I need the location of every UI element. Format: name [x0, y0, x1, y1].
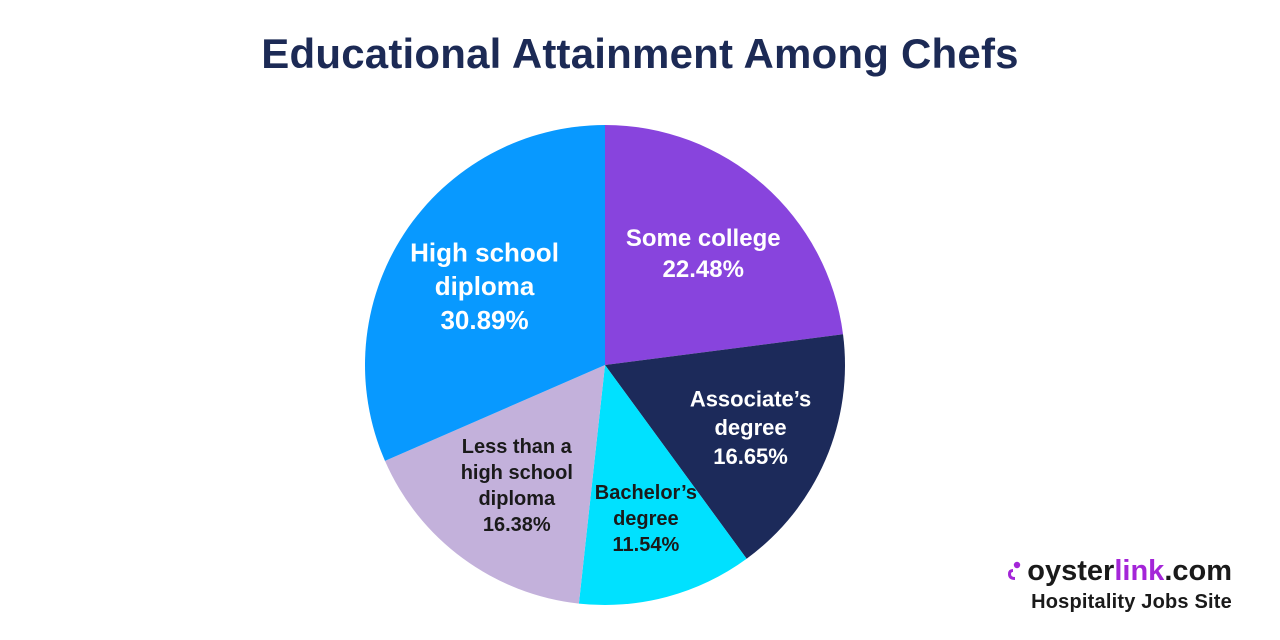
- pie-slice: [365, 125, 605, 461]
- slice-value-label: 22.48%: [663, 256, 744, 283]
- slice-label: Associate’s degree 16.65%: [690, 387, 811, 469]
- slice-label: Less than a high school diploma 16.38%: [461, 436, 573, 536]
- slice-value-label: 16.38%: [483, 514, 551, 536]
- slice-value-label: 11.54%: [613, 534, 680, 556]
- slice-category-label: Less than a: [462, 436, 573, 458]
- brand-name-main: oyster: [1027, 555, 1115, 587]
- slice-category-label: diploma: [478, 488, 556, 510]
- pie-slices: [365, 125, 845, 605]
- slice-category-label: degree: [613, 508, 679, 530]
- brand-name-accent: link: [1114, 555, 1165, 587]
- pie-slice: [605, 125, 844, 365]
- slice-category-label: high school: [461, 462, 573, 484]
- brand-name: oyster link .com: [972, 553, 1232, 589]
- slice-value-label: 16.65%: [713, 444, 788, 469]
- slice-label: Some college 22.48%: [626, 225, 781, 283]
- chart-title: Educational Attainment Among Chefs: [261, 30, 1019, 77]
- slice-label: High school diploma 30.89%: [410, 237, 559, 335]
- slice-category-label: Bachelor’s: [595, 482, 697, 504]
- brand-block: oyster link .com Hospitality Jobs Site: [972, 553, 1232, 614]
- slice-category-label: Associate’s: [690, 387, 811, 412]
- pie-slice: [605, 334, 845, 559]
- pie-labels: Some college 22.48% Associate’s degree 16.65…: [410, 225, 811, 556]
- slice-value-label: 30.89%: [440, 305, 528, 335]
- pie-slice: [578, 365, 747, 605]
- slice-category-label: degree: [714, 415, 786, 440]
- slice-category-label: diploma: [435, 271, 535, 301]
- slice-category-label: High school: [410, 237, 559, 267]
- pie-slice: [384, 365, 605, 604]
- brand-tagline: Hospitality Jobs Site: [1031, 591, 1232, 613]
- slice-label: Bachelor’s degree 11.54%: [595, 482, 697, 556]
- oysterlink-logo-icon: [1008, 561, 1021, 580]
- brand-name-suffix: .com: [1164, 555, 1232, 587]
- slice-category-label: Some college: [626, 225, 781, 252]
